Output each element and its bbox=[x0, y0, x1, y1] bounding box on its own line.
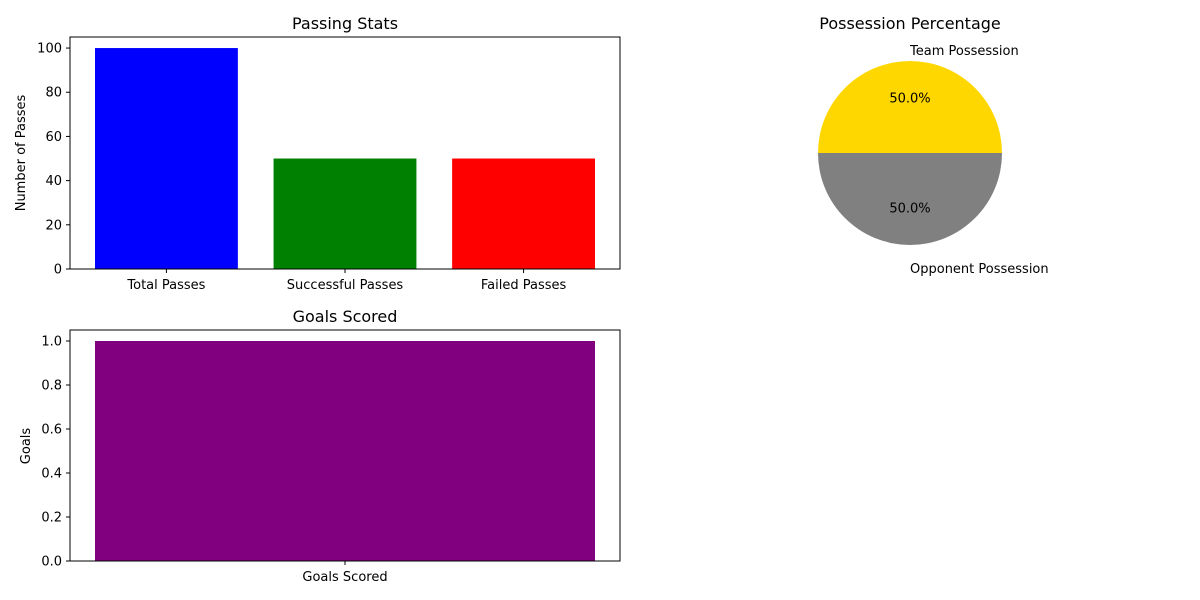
passing-stats-y-tick-label: 100 bbox=[37, 42, 62, 57]
goals-scored-y-tick-label: 0.4 bbox=[41, 467, 62, 482]
passing-stats-y-tick-label: 60 bbox=[45, 130, 62, 145]
passing-stats-axes-frame bbox=[69, 36, 621, 270]
passing-stats-y-tick-label: 20 bbox=[45, 218, 62, 233]
goals-scored-bar-goals-scored bbox=[95, 341, 595, 561]
passing-stats-y-axis-label: Number of Passes bbox=[14, 94, 29, 211]
goals-scored-y-tick-label: 0.0 bbox=[41, 555, 62, 570]
passing-stats-bar-successful-passes bbox=[273, 158, 417, 269]
pie-slice-team-possession bbox=[818, 61, 1002, 153]
pie-slice-opponent-possession bbox=[818, 153, 1002, 245]
passing-stats-bar-failed-passes bbox=[452, 158, 595, 269]
passing-stats-y-tick-label: 40 bbox=[45, 174, 62, 189]
pie-percent-label-opponent-possession: 50.0% bbox=[889, 202, 930, 217]
goals-scored-chart: Goals Scored Goals 0.0 0.2 0.4 0.6 0.8 1.0 Go… bbox=[19, 307, 621, 585]
passing-stats-x-tick-label-total-passes: Total Passes bbox=[126, 278, 205, 293]
goals-scored-y-tick-label: 0.2 bbox=[41, 511, 62, 526]
goals-scored-y-axis-label: Goals bbox=[19, 428, 34, 465]
pie-percent-label-team-possession: 50.0% bbox=[889, 91, 930, 106]
passing-stats-x-tick-label-failed-passes: Failed Passes bbox=[481, 278, 567, 293]
passing-stats-y-tick-label: 80 bbox=[45, 86, 62, 101]
passing-stats-bar-total-passes bbox=[95, 48, 238, 269]
goals-scored-y-tick-label: 0.6 bbox=[41, 423, 62, 438]
possession-percentage-chart: Possession Percentage Team Possession 50.… bbox=[818, 14, 1049, 277]
goals-scored-y-tick-label: 0.8 bbox=[41, 379, 62, 394]
passing-stats-y-tick-label: 0 bbox=[54, 263, 62, 278]
passing-stats-chart: Passing Stats Number of Passes 0 20 40 60 80… bbox=[14, 14, 621, 293]
passing-stats-x-tick-label-successful-passes: Successful Passes bbox=[287, 278, 404, 293]
possession-percentage-title: Possession Percentage bbox=[819, 14, 1001, 33]
goals-scored-x-tick-label-goals-scored: Goals Scored bbox=[302, 570, 387, 585]
pie-label-opponent-possession: Opponent Possession bbox=[910, 262, 1049, 277]
pie-label-team-possession: Team Possession bbox=[909, 44, 1019, 59]
passing-stats-title: Passing Stats bbox=[292, 14, 398, 33]
goals-scored-axes-frame bbox=[69, 329, 621, 562]
goals-scored-y-tick-label: 1.0 bbox=[41, 335, 62, 350]
goals-scored-title: Goals Scored bbox=[293, 307, 398, 326]
